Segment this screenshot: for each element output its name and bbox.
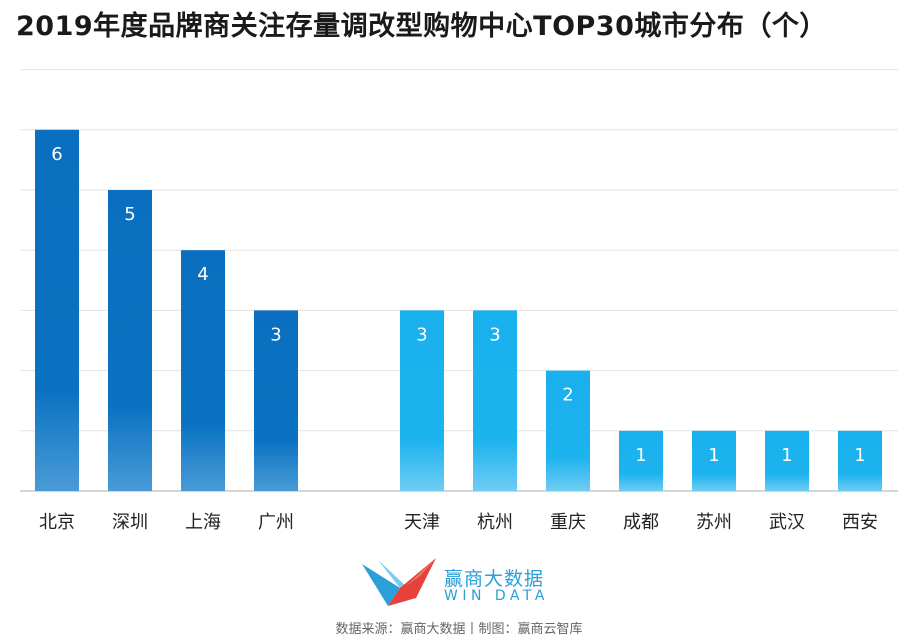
brand-subtitle: WIN DATA	[444, 588, 549, 604]
category-label: 重庆	[550, 512, 586, 533]
bar	[108, 190, 152, 491]
category-label: 杭州	[477, 512, 513, 533]
category-label: 天津	[404, 512, 440, 533]
data-label: 3	[416, 324, 427, 345]
category-label: 成都	[623, 512, 659, 533]
category-label: 广州	[258, 512, 294, 533]
data-label: 4	[197, 264, 208, 285]
bar	[692, 430, 736, 491]
category-label: 上海	[185, 512, 221, 533]
bar	[35, 129, 79, 492]
data-label: 3	[270, 324, 281, 345]
bar-chart: 6 5 4 3 3 3 2 1 1 1 1 北京 深圳 上海 广州 天津 杭州 重庆 成都 苏州 武汉 西安	[20, 69, 898, 533]
bars	[35, 129, 882, 492]
data-label: 6	[51, 144, 62, 165]
data-labels: 6 5 4 3 3 3 2 1 1 1 1	[51, 144, 865, 466]
bar	[473, 310, 517, 491]
category-labels: 北京 深圳 上海 广州 天津 杭州 重庆 成都 苏州 武汉 西安	[39, 512, 878, 533]
brand-logo: 赢商大数据 WIN DATA	[362, 558, 572, 608]
windata-logo-icon	[362, 558, 436, 606]
data-label: 1	[708, 445, 719, 466]
data-label: 1	[854, 445, 865, 466]
bar	[254, 310, 298, 491]
bar	[546, 370, 590, 491]
data-label: 3	[489, 324, 500, 345]
data-label: 1	[635, 445, 646, 466]
data-label: 1	[781, 445, 792, 466]
category-label: 苏州	[696, 512, 732, 533]
source-note: 数据来源：赢商大数据丨制图：赢商云智库	[335, 622, 583, 637]
data-label: 5	[124, 204, 135, 225]
bar	[765, 430, 809, 491]
category-label: 武汉	[769, 512, 805, 533]
category-label: 北京	[39, 512, 75, 533]
bar	[181, 250, 225, 491]
bar	[619, 430, 663, 491]
data-label: 2	[562, 385, 573, 406]
category-label: 西安	[842, 512, 878, 533]
chart-title: 2019年度品牌商关注存量调改型购物中心TOP30城市分布（个）	[16, 11, 827, 42]
bar	[400, 310, 444, 491]
brand-name: 赢商大数据	[444, 568, 545, 590]
category-label: 深圳	[112, 512, 148, 533]
gridlines	[20, 69, 898, 492]
bar	[838, 430, 882, 491]
